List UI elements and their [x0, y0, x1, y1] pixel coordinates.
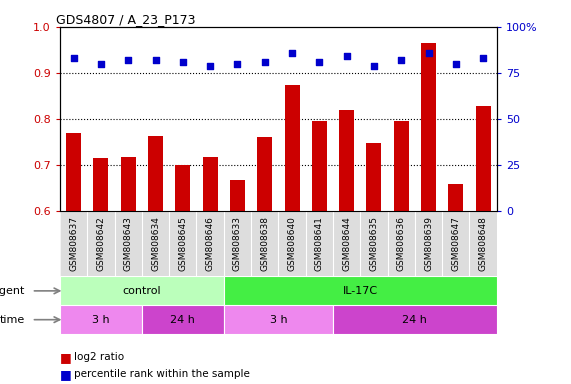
Text: GSM808640: GSM808640 [288, 217, 296, 271]
Bar [257, 137, 272, 211]
Bar [203, 157, 218, 211]
Point [478, 55, 488, 61]
Bar [60, 276, 224, 305]
Text: GSM808642: GSM808642 [96, 217, 106, 271]
Point [233, 61, 242, 67]
Point [451, 61, 460, 67]
Text: 24 h: 24 h [170, 314, 195, 325]
Bar [142, 305, 224, 334]
Bar [476, 106, 490, 211]
Point [287, 50, 296, 56]
Text: GSM808645: GSM808645 [178, 217, 187, 271]
Point [342, 53, 351, 60]
Point [315, 59, 324, 65]
Text: agent: agent [0, 286, 25, 296]
Point [151, 57, 160, 63]
Point [206, 63, 215, 69]
Point [178, 59, 187, 65]
Text: GSM808643: GSM808643 [124, 217, 132, 271]
Text: GSM808644: GSM808644 [342, 217, 351, 271]
Text: GSM808638: GSM808638 [260, 217, 269, 271]
Bar [333, 305, 497, 334]
Text: GSM808636: GSM808636 [397, 217, 406, 271]
Text: ■: ■ [60, 368, 72, 381]
Point [96, 61, 106, 67]
Bar [312, 121, 327, 211]
Text: percentile rank within the sample: percentile rank within the sample [74, 369, 250, 379]
Bar [367, 143, 381, 211]
Bar [224, 276, 497, 305]
Point [124, 57, 133, 63]
Bar [120, 157, 136, 211]
Point [69, 55, 78, 61]
Bar [448, 184, 463, 211]
Text: GSM808641: GSM808641 [315, 217, 324, 271]
Text: IL-17C: IL-17C [343, 286, 378, 296]
Text: time: time [0, 314, 25, 325]
Text: GSM808648: GSM808648 [478, 217, 488, 271]
Point [369, 63, 379, 69]
Text: ■: ■ [60, 351, 72, 364]
Bar [94, 158, 108, 211]
Bar [224, 305, 333, 334]
Text: control: control [123, 286, 161, 296]
Point [424, 50, 433, 56]
Text: GSM808634: GSM808634 [151, 217, 160, 271]
Text: GSM808647: GSM808647 [451, 217, 460, 271]
Bar [284, 85, 300, 211]
Text: GSM808633: GSM808633 [233, 217, 242, 271]
Text: GSM808637: GSM808637 [69, 217, 78, 271]
Bar [175, 165, 190, 211]
Text: GSM808635: GSM808635 [369, 217, 379, 271]
Text: 24 h: 24 h [403, 314, 427, 325]
Text: GDS4807 / A_23_P173: GDS4807 / A_23_P173 [55, 13, 195, 26]
Bar [339, 110, 354, 211]
Point [260, 59, 270, 65]
Point [397, 57, 406, 63]
Text: GSM808646: GSM808646 [206, 217, 215, 271]
Bar [66, 133, 81, 211]
Bar [60, 305, 142, 334]
Text: 3 h: 3 h [92, 314, 110, 325]
Bar [148, 136, 163, 211]
Bar [421, 43, 436, 211]
Bar [230, 180, 245, 211]
Bar [394, 121, 409, 211]
Text: 3 h: 3 h [270, 314, 287, 325]
Text: GSM808639: GSM808639 [424, 217, 433, 271]
Text: log2 ratio: log2 ratio [74, 352, 124, 362]
